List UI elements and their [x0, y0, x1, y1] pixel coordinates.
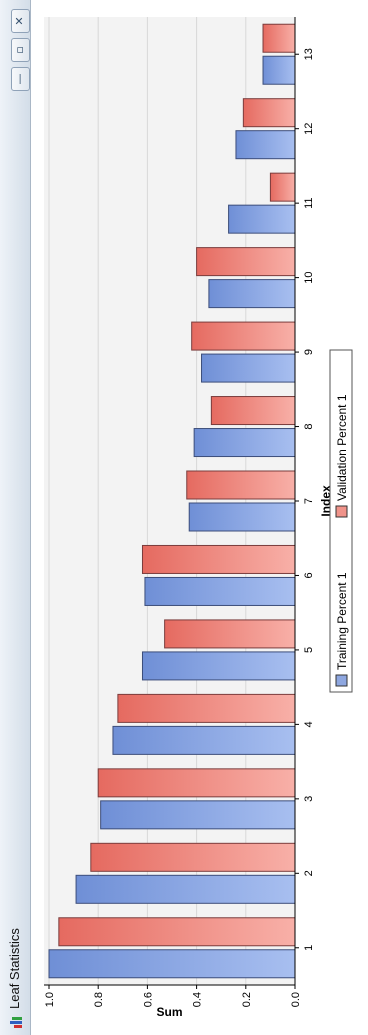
y-tick-label: 0.0: [290, 992, 302, 1007]
bar-validation-9: [191, 321, 296, 351]
bar-training-4: [112, 725, 296, 755]
legend-swatch-training: [335, 674, 348, 687]
bar-validation-4: [117, 693, 296, 723]
bar-validation-6: [141, 544, 296, 574]
x-tick-label: 12: [303, 123, 315, 135]
bar-training-6: [144, 576, 296, 606]
y-tick-label: 0.4: [192, 992, 204, 1007]
legend: Training Percent 1 Validation Percent 1: [329, 349, 353, 693]
bar-validation-5: [164, 619, 296, 649]
bar-training-2: [75, 874, 296, 904]
bar-validation-11: [269, 172, 296, 202]
bar-training-9: [201, 353, 296, 383]
minimize-button[interactable]: —: [11, 67, 30, 91]
legend-box: [329, 349, 353, 693]
bar-training-7: [188, 502, 296, 532]
window-titlebar[interactable]: Leaf Statistics — ▫ ✕: [0, 0, 31, 1035]
y-tick-label: 0.8: [93, 992, 105, 1007]
maximize-button[interactable]: ▫: [11, 38, 30, 62]
y-axis-title: Sum: [156, 1005, 182, 1019]
bar-training-10: [208, 279, 296, 309]
y-tick-label: 0.6: [142, 992, 154, 1007]
x-tick-label: 6: [303, 572, 315, 578]
bar-training-11: [228, 204, 296, 234]
x-tick-label: 3: [303, 796, 315, 802]
bar-validation-13: [262, 23, 296, 53]
bar-validation-2: [90, 842, 296, 872]
x-tick-label: 11: [303, 197, 315, 208]
x-tick-label: 7: [303, 498, 315, 504]
bar-validation-7: [186, 470, 296, 500]
window-title: Leaf Statistics: [7, 928, 22, 1009]
bar-validation-3: [97, 768, 296, 798]
x-tick-label: 8: [303, 423, 315, 429]
x-tick-label: 5: [303, 647, 315, 653]
close-button[interactable]: ✕: [11, 9, 30, 33]
bar-validation-12: [242, 98, 296, 128]
x-tick-label: 9: [303, 349, 315, 355]
y-tick-label: 1.0: [44, 992, 56, 1007]
x-tick-label: 1: [303, 945, 315, 951]
x-tick-label: 13: [303, 48, 315, 60]
bar-training-1: [48, 949, 296, 979]
bar-training-8: [193, 428, 296, 458]
bar-training-3: [100, 800, 296, 830]
bar-chart-icon: [10, 1017, 22, 1028]
bar-validation-8: [210, 396, 296, 426]
bar-training-5: [141, 651, 296, 681]
legend-label-validation: Validation Percent 1: [335, 394, 349, 501]
x-tick-label: 10: [303, 271, 315, 283]
legend-label-training: Training Percent 1: [335, 572, 349, 670]
bar-validation-10: [196, 247, 296, 277]
bar-training-13: [262, 55, 296, 85]
x-tick-label: 2: [303, 870, 315, 876]
bar-training-12: [235, 130, 296, 160]
plot-area: [44, 17, 295, 985]
y-tick-label: 0.2: [241, 992, 253, 1007]
bar-validation-1: [58, 917, 296, 947]
legend-swatch-validation: [335, 505, 348, 518]
x-tick-label: 4: [303, 721, 315, 727]
